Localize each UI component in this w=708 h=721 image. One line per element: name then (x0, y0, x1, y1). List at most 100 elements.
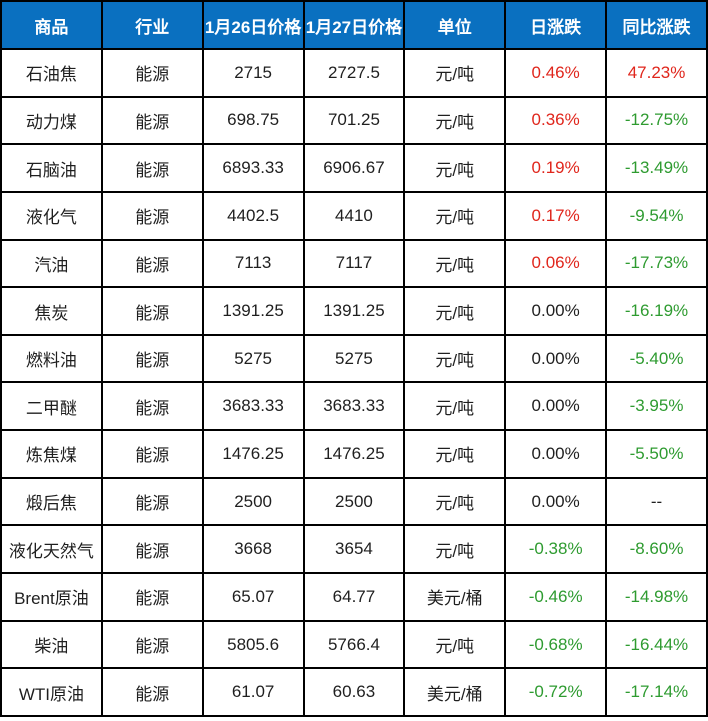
cell-yoy-change: -16.19% (605, 286, 708, 336)
table-row: 液化气 能源 4402.5 4410 元/吨 0.17% -9.54% (0, 190, 708, 241)
cell-price-jan26: 2500 (201, 476, 305, 527)
cell-unit: 元/吨 (403, 95, 507, 146)
cell-industry: 能源 (100, 381, 204, 432)
cell-unit: 元/吨 (403, 286, 507, 336)
table-row: 煅后焦 能源 2500 2500 元/吨 0.00% -- (0, 476, 708, 527)
cell-yoy-change: -5.50% (605, 429, 708, 479)
cell-daily-change: 0.00% (504, 476, 608, 527)
cell-industry: 能源 (100, 95, 204, 146)
cell-price-jan27: 7117 (302, 238, 406, 289)
cell-price-jan27: 4410 (302, 190, 406, 241)
cell-industry: 能源 (100, 524, 204, 575)
cell-price-jan26: 3668 (201, 524, 305, 575)
cell-price-jan27: 6906.67 (302, 143, 406, 193)
cell-unit: 元/吨 (403, 238, 507, 289)
cell-yoy-change: -17.14% (605, 667, 708, 717)
cell-unit: 元/吨 (403, 476, 507, 527)
cell-price-jan27: 1391.25 (302, 286, 406, 336)
table-row: 焦炭 能源 1391.25 1391.25 元/吨 0.00% -16.19% (0, 286, 708, 336)
col-header-daily-change: 日涨跌 (504, 0, 608, 50)
col-header-price-jan27: 1月27日价格 (302, 0, 406, 50)
cell-industry: 能源 (100, 572, 204, 622)
cell-unit: 美元/桶 (403, 572, 507, 622)
cell-price-jan27: 5275 (302, 333, 406, 384)
cell-daily-change: 0.17% (504, 190, 608, 241)
cell-commodity: 液化天然气 (0, 524, 103, 575)
cell-unit: 元/吨 (403, 190, 507, 241)
cell-industry: 能源 (100, 238, 204, 289)
cell-price-jan26: 1391.25 (201, 286, 305, 336)
cell-commodity: 石脑油 (0, 143, 103, 193)
table-row: 动力煤 能源 698.75 701.25 元/吨 0.36% -12.75% (0, 95, 708, 146)
cell-unit: 元/吨 (403, 381, 507, 432)
cell-industry: 能源 (100, 333, 204, 384)
cell-price-jan26: 5805.6 (201, 619, 305, 670)
table-row: 石脑油 能源 6893.33 6906.67 元/吨 0.19% -13.49% (0, 143, 708, 193)
cell-yoy-change: -16.44% (605, 619, 708, 670)
cell-price-jan26: 61.07 (201, 667, 305, 717)
cell-unit: 元/吨 (403, 143, 507, 193)
table-row: 燃料油 能源 5275 5275 元/吨 0.00% -5.40% (0, 333, 708, 384)
cell-daily-change: -0.38% (504, 524, 608, 575)
cell-industry: 能源 (100, 48, 204, 98)
cell-commodity: 煅后焦 (0, 476, 103, 527)
cell-unit: 元/吨 (403, 429, 507, 479)
cell-unit: 元/吨 (403, 524, 507, 575)
cell-commodity: 石油焦 (0, 48, 103, 98)
col-header-yoy-change: 同比涨跌 (605, 0, 708, 50)
cell-price-jan26: 65.07 (201, 572, 305, 622)
cell-price-jan26: 3683.33 (201, 381, 305, 432)
cell-price-jan27: 5766.4 (302, 619, 406, 670)
col-header-price-jan26: 1月26日价格 (201, 0, 305, 50)
cell-industry: 能源 (100, 286, 204, 336)
cell-price-jan26: 698.75 (201, 95, 305, 146)
col-header-commodity: 商品 (0, 0, 103, 50)
cell-yoy-change: -17.73% (605, 238, 708, 289)
table-row: 柴油 能源 5805.6 5766.4 元/吨 -0.68% -16.44% (0, 619, 708, 670)
cell-price-jan26: 1476.25 (201, 429, 305, 479)
cell-industry: 能源 (100, 619, 204, 670)
cell-commodity: 炼焦煤 (0, 429, 103, 479)
table-row: 汽油 能源 7113 7117 元/吨 0.06% -17.73% (0, 238, 708, 289)
col-header-industry: 行业 (100, 0, 204, 50)
cell-daily-change: 0.46% (504, 48, 608, 98)
table-row: 液化天然气 能源 3668 3654 元/吨 -0.38% -8.60% (0, 524, 708, 575)
cell-daily-change: -0.46% (504, 572, 608, 622)
cell-commodity: Brent原油 (0, 572, 103, 622)
cell-yoy-change: -5.40% (605, 333, 708, 384)
cell-commodity: 燃料油 (0, 333, 103, 384)
cell-commodity: 液化气 (0, 190, 103, 241)
table-row: 二甲醚 能源 3683.33 3683.33 元/吨 0.00% -3.95% (0, 381, 708, 432)
cell-price-jan27: 60.63 (302, 667, 406, 717)
cell-price-jan27: 2500 (302, 476, 406, 527)
cell-price-jan27: 64.77 (302, 572, 406, 622)
cell-industry: 能源 (100, 429, 204, 479)
cell-daily-change: -0.72% (504, 667, 608, 717)
cell-commodity: WTI原油 (0, 667, 103, 717)
table-row: 炼焦煤 能源 1476.25 1476.25 元/吨 0.00% -5.50% (0, 429, 708, 479)
table-body: 石油焦 能源 2715 2727.5 元/吨 0.46% 47.23% 动力煤 … (0, 48, 708, 717)
cell-daily-change: 0.06% (504, 238, 608, 289)
cell-price-jan27: 701.25 (302, 95, 406, 146)
cell-commodity: 动力煤 (0, 95, 103, 146)
table-row: Brent原油 能源 65.07 64.77 美元/桶 -0.46% -14.9… (0, 572, 708, 622)
cell-industry: 能源 (100, 476, 204, 527)
cell-industry: 能源 (100, 190, 204, 241)
cell-commodity: 汽油 (0, 238, 103, 289)
cell-unit: 元/吨 (403, 333, 507, 384)
cell-yoy-change: -9.54% (605, 190, 708, 241)
cell-yoy-change: -14.98% (605, 572, 708, 622)
cell-unit: 美元/桶 (403, 667, 507, 717)
cell-daily-change: 0.00% (504, 381, 608, 432)
cell-daily-change: 0.00% (504, 333, 608, 384)
cell-yoy-change: -- (605, 476, 708, 527)
cell-commodity: 焦炭 (0, 286, 103, 336)
cell-industry: 能源 (100, 143, 204, 193)
cell-price-jan27: 1476.25 (302, 429, 406, 479)
table-row: WTI原油 能源 61.07 60.63 美元/桶 -0.72% -17.14% (0, 667, 708, 717)
cell-price-jan26: 6893.33 (201, 143, 305, 193)
cell-price-jan27: 2727.5 (302, 48, 406, 98)
cell-commodity: 柴油 (0, 619, 103, 670)
cell-yoy-change: -8.60% (605, 524, 708, 575)
